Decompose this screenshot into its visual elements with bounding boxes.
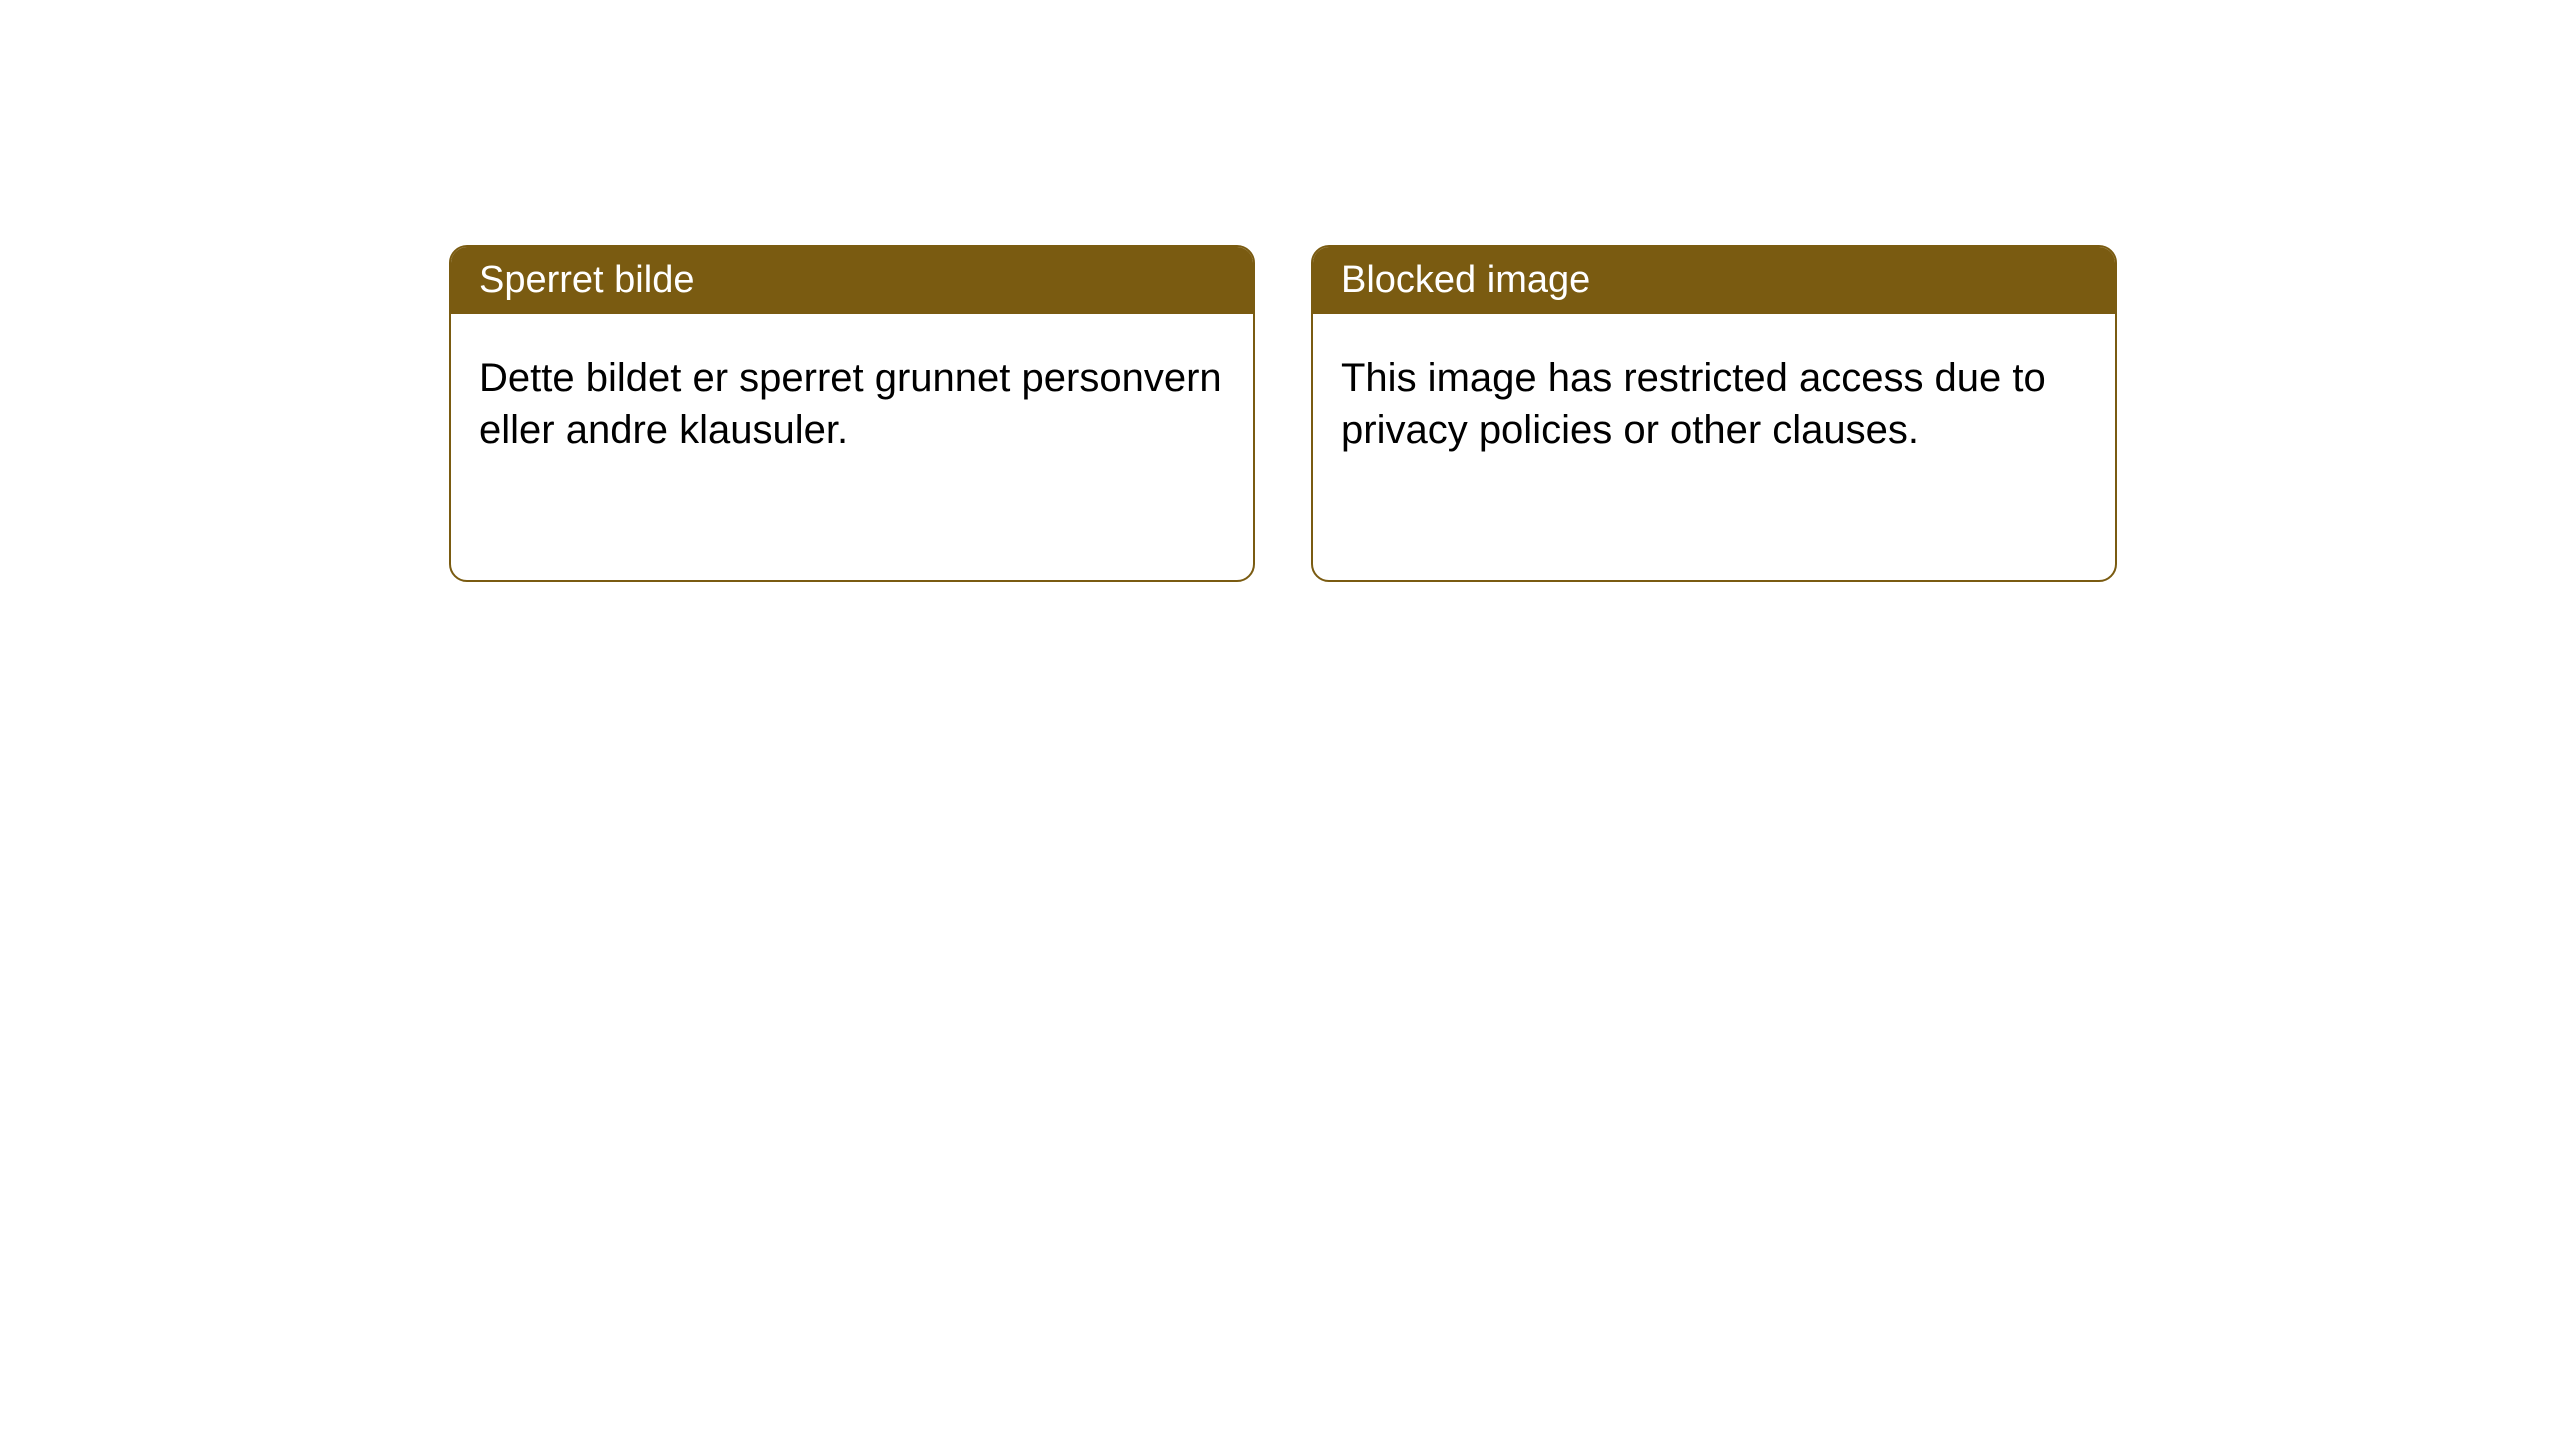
card-title-norwegian: Sperret bilde <box>479 259 694 301</box>
card-text-norwegian: Dette bildet er sperret grunnet personve… <box>479 356 1222 452</box>
card-body-english: This image has restricted access due to … <box>1313 314 2115 494</box>
card-header-english: Blocked image <box>1313 247 2115 314</box>
card-container: Sperret bilde Dette bildet er sperret gr… <box>449 245 2117 582</box>
card-body-norwegian: Dette bildet er sperret grunnet personve… <box>451 314 1253 494</box>
card-norwegian: Sperret bilde Dette bildet er sperret gr… <box>449 245 1255 582</box>
card-header-norwegian: Sperret bilde <box>451 247 1253 314</box>
card-text-english: This image has restricted access due to … <box>1341 356 2046 452</box>
card-english: Blocked image This image has restricted … <box>1311 245 2117 582</box>
card-title-english: Blocked image <box>1341 259 1590 301</box>
